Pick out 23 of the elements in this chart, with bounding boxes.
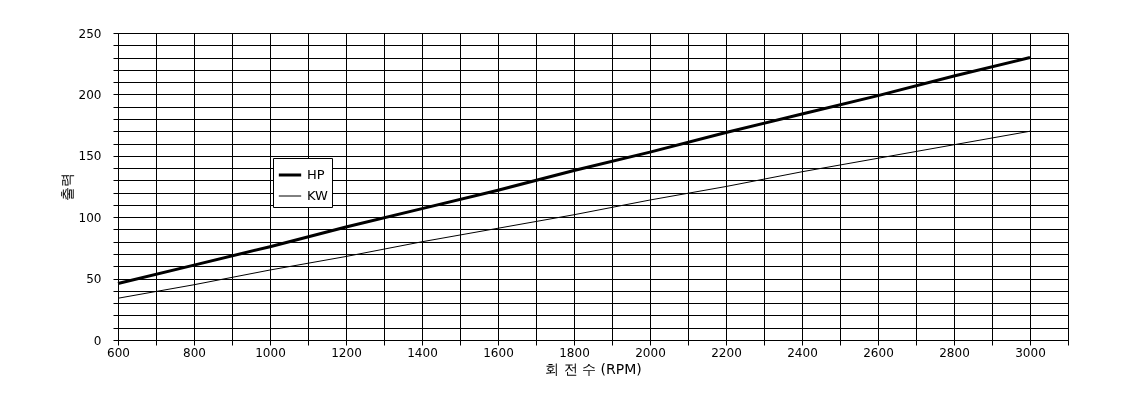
x-tick-label: 1400 — [407, 345, 438, 360]
x-tick-label: 3000 — [1015, 345, 1046, 360]
y-tick-label: 0 — [93, 333, 102, 348]
x-tick-label: 2600 — [863, 345, 894, 360]
legend-label: KW — [307, 188, 329, 203]
x-tick-label: 800 — [183, 345, 206, 360]
x-tick-label: 2400 — [787, 345, 818, 360]
y-tick-label: 250 — [78, 26, 102, 41]
y-tick-label: 50 — [86, 272, 102, 287]
x-tick-label: 1000 — [255, 345, 286, 360]
y-tick-label: 150 — [78, 149, 102, 164]
x-tick-label: 1200 — [331, 345, 362, 360]
x-tick-label: 2000 — [635, 345, 666, 360]
y-axis-title: 출력 — [58, 173, 75, 201]
x-tick-label: 2200 — [711, 345, 742, 360]
x-tick-label: 1600 — [483, 345, 514, 360]
x-tick-label: 600 — [107, 345, 130, 360]
x-tick-label: 2800 — [939, 345, 970, 360]
x-tick-label: 1800 — [559, 345, 590, 360]
x-axis-title: 회 전 수 (RPM) — [545, 360, 642, 377]
legend-label: HP — [307, 167, 325, 182]
y-tick-label: 100 — [78, 210, 102, 225]
y-tick-label: 200 — [78, 87, 102, 102]
